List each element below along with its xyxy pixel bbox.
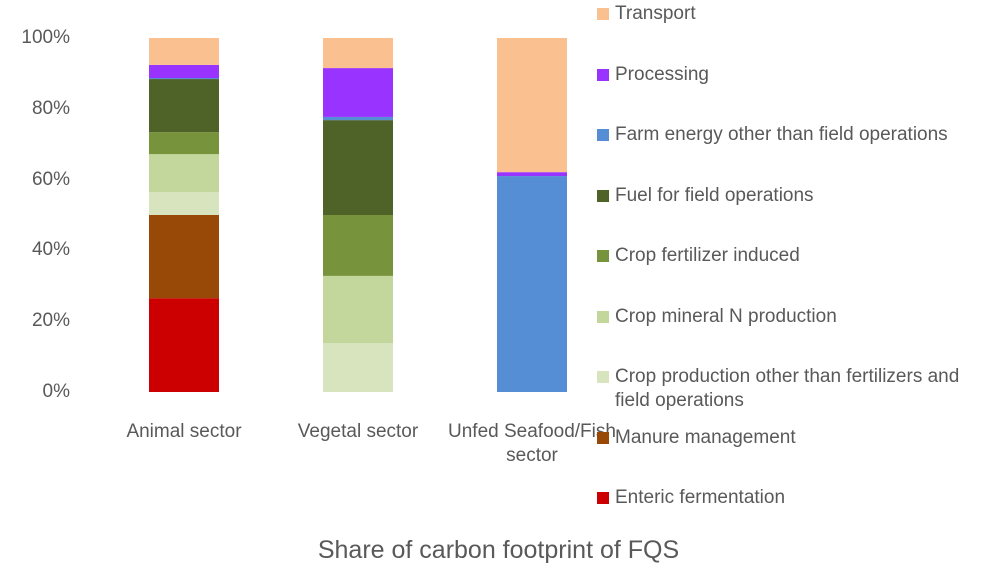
legend-label: Crop production other than fertilizers a… [615, 366, 960, 411]
bar-segment [149, 79, 219, 133]
legend-item: Processing [597, 63, 992, 87]
bar-segment [149, 191, 219, 215]
chart-title: Share of carbon footprint of FQS [317, 536, 680, 564]
legend-label: Processing [615, 63, 709, 85]
bar-segment [323, 116, 393, 121]
legend-item: Manure management [597, 426, 992, 450]
legend-swatch [597, 371, 609, 383]
x-tick-label: Animal sector [126, 421, 242, 442]
legend-item: Crop fertilizer induced [597, 244, 992, 268]
y-tick-label: 40% [31, 239, 70, 261]
legend-item: Transport [597, 2, 992, 26]
y-tick-label: 60% [31, 168, 70, 190]
legend-item: Crop mineral N production [597, 305, 992, 329]
bar-segment [497, 172, 567, 177]
legend-swatch [597, 250, 609, 262]
legend-item: Farm energy other than field operations [597, 123, 992, 147]
x-tick-label: Vegetal sector [297, 421, 419, 442]
legend-item: Crop production other than fertilizers a… [597, 365, 992, 413]
bar-segment [323, 215, 393, 276]
legend-label: Enteric fermentation [615, 487, 786, 508]
bar-segment [149, 298, 219, 392]
legend-swatch [597, 492, 609, 504]
legend-swatch [597, 189, 609, 202]
bar-segment [323, 275, 393, 344]
bar-segment [149, 132, 219, 155]
legend-swatch [597, 310, 609, 323]
legend-label: Fuel for field operations [615, 184, 814, 206]
bar-segment [323, 38, 393, 69]
bar-segment [497, 176, 567, 392]
bar-segment [497, 38, 567, 173]
bar-segment [149, 154, 219, 192]
bar-segment [323, 120, 393, 215]
bar-segment [149, 78, 219, 80]
y-tick-label: 80% [31, 97, 70, 119]
bar-segment [149, 215, 219, 299]
legend-item: Fuel for field operations [597, 184, 992, 208]
legend-swatch [597, 68, 609, 81]
y-tick-label: 0% [42, 381, 70, 402]
bar-segment [323, 68, 393, 117]
y-tick-label: 100% [21, 27, 70, 48]
legend-swatch [597, 8, 609, 20]
legend-swatch [597, 431, 609, 444]
legend-swatch [597, 129, 609, 141]
y-tick-label: 20% [31, 310, 70, 332]
bar-segment [149, 64, 219, 79]
legend-label: Crop fertilizer induced [615, 245, 800, 266]
bar-segment [149, 38, 219, 65]
legend-label: Crop mineral N production [615, 305, 837, 327]
x-tick-label: Unfed Seafood/Fish sector [448, 421, 616, 466]
legend-item: Enteric fermentation [597, 486, 992, 510]
legend-label: Transport [615, 3, 696, 24]
legend-label: Manure management [615, 426, 796, 448]
legend-label: Farm energy other than field operations [615, 124, 948, 145]
bar-segment [323, 343, 393, 392]
